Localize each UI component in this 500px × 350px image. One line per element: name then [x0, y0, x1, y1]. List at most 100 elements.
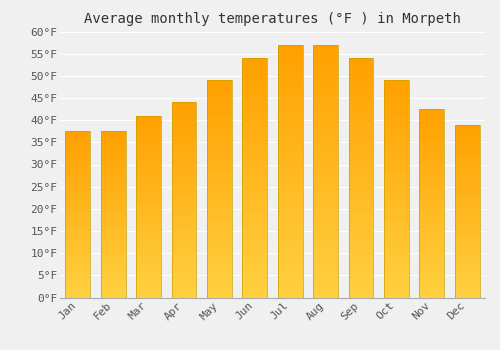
Bar [278, 54, 302, 57]
Bar [136, 250, 161, 252]
Bar [278, 83, 302, 86]
Bar [207, 151, 232, 154]
Bar [172, 171, 196, 173]
Bar [100, 214, 126, 216]
Bar [313, 76, 338, 79]
Bar [420, 159, 444, 161]
Bar [136, 277, 161, 279]
Bar [455, 150, 479, 153]
Bar [420, 126, 444, 128]
Bar [313, 165, 338, 168]
Bar [278, 108, 302, 111]
Bar [384, 205, 409, 208]
Bar [242, 250, 267, 253]
Bar [420, 224, 444, 227]
Bar [278, 212, 302, 215]
Bar [348, 181, 374, 184]
Bar [136, 273, 161, 275]
Bar [66, 291, 90, 293]
Bar [420, 198, 444, 201]
Bar [278, 196, 302, 200]
Bar [384, 222, 409, 224]
Bar [278, 193, 302, 196]
Bar [100, 148, 126, 150]
Bar [100, 140, 126, 142]
Bar [66, 131, 90, 298]
Bar [455, 241, 479, 244]
Bar [100, 244, 126, 246]
Bar [455, 274, 479, 276]
Bar [420, 147, 444, 149]
Bar [420, 295, 444, 298]
Bar [348, 58, 374, 298]
Bar [242, 172, 267, 175]
Bar [348, 199, 374, 202]
Bar [455, 257, 479, 259]
Bar [136, 247, 161, 250]
Bar [66, 287, 90, 289]
Bar [420, 189, 444, 191]
Bar [313, 244, 338, 247]
Bar [278, 222, 302, 225]
Bar [313, 193, 338, 196]
Bar [172, 295, 196, 298]
Bar [313, 294, 338, 297]
Bar [420, 194, 444, 196]
Bar [66, 133, 90, 135]
Bar [384, 124, 409, 126]
Bar [348, 294, 374, 297]
Bar [207, 80, 232, 298]
Bar [348, 241, 374, 244]
Bar [313, 212, 338, 215]
Bar [455, 289, 479, 291]
Bar [242, 166, 267, 169]
Bar [278, 45, 302, 298]
Bar [278, 228, 302, 231]
Bar [242, 94, 267, 97]
Bar [172, 215, 196, 217]
Bar [66, 279, 90, 281]
Bar [136, 220, 161, 223]
Bar [278, 118, 302, 121]
Bar [207, 259, 232, 262]
Bar [136, 188, 161, 191]
Bar [384, 287, 409, 289]
Bar [172, 105, 196, 107]
Bar [100, 162, 126, 164]
Bar [172, 190, 196, 192]
Bar [313, 61, 338, 64]
Bar [348, 250, 374, 253]
Bar [420, 269, 444, 272]
Bar [136, 268, 161, 270]
Bar [136, 148, 161, 150]
Bar [420, 208, 444, 210]
Bar [100, 223, 126, 225]
Bar [100, 206, 126, 208]
Bar [66, 181, 90, 183]
Bar [348, 244, 374, 247]
Bar [348, 229, 374, 232]
Bar [242, 292, 267, 294]
Bar [313, 149, 338, 152]
Bar [313, 177, 338, 181]
Bar [242, 97, 267, 100]
Bar [100, 202, 126, 204]
Bar [313, 92, 338, 95]
Bar [66, 187, 90, 189]
Bar [66, 237, 90, 239]
Bar [100, 293, 126, 295]
Bar [100, 231, 126, 233]
Bar [66, 177, 90, 179]
Bar [242, 217, 267, 220]
Bar [136, 227, 161, 229]
Bar [207, 262, 232, 265]
Bar [207, 243, 232, 246]
Bar [420, 288, 444, 290]
Bar [278, 181, 302, 184]
Bar [242, 133, 267, 136]
Bar [455, 270, 479, 272]
Bar [100, 133, 126, 135]
Bar [420, 133, 444, 135]
Bar [100, 271, 126, 273]
Bar [420, 140, 444, 142]
